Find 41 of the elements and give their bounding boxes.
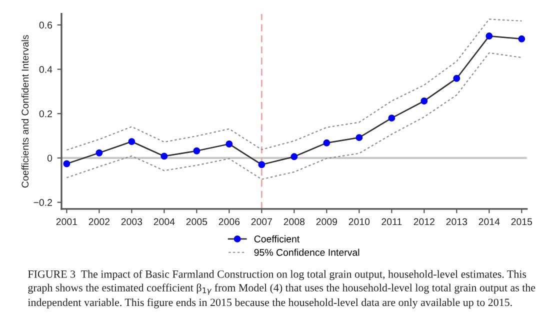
x-tick-label: 2007: [251, 218, 272, 226]
point: [323, 139, 330, 146]
x-tick-label: 2005: [186, 218, 208, 226]
x-tick-label: 2010: [348, 218, 370, 226]
point: [388, 114, 396, 122]
point: [290, 153, 298, 160]
x-tick-label: 2013: [446, 218, 468, 226]
point: [226, 140, 233, 148]
x-tick-label: 2015: [511, 218, 532, 226]
point: [356, 134, 363, 142]
caption: FIGURE 3 The impact of Basic Farmland Construction on log total grain output, household-level estimates. This graph shows the estimated coefficient β$_{1γ}$ from Model (4) that uses the household-level log total grain output as the independent variable. This figure ends in 2015 because the household-level data are only available up to 2015.: [28, 270, 536, 308]
point: [193, 147, 200, 154]
x-tick-label: 2014: [478, 218, 500, 226]
y-tick-label: 0.4: [39, 66, 52, 73]
y-tick-label: −0.2: [34, 199, 52, 206]
point: [258, 161, 266, 168]
point: [486, 32, 493, 40]
x-tick-label: 2008: [284, 218, 305, 226]
y-axis-title: Coefficients and Confident Intervals: [21, 35, 29, 188]
x-tick-label: 2006: [218, 218, 240, 226]
line-series: [66, 52, 522, 180]
point: [420, 98, 428, 104]
y-tick-label: 0.6: [39, 22, 52, 29]
x-tick-label: 2003: [121, 218, 142, 226]
point: [453, 74, 460, 82]
x-tick-label: 2004: [154, 218, 175, 226]
legend-label: Coefficient: [254, 235, 300, 242]
x-tick-label: 2002: [88, 218, 110, 226]
x-tick-label: 2011: [382, 218, 402, 226]
point: [518, 35, 526, 42]
line-series: [66, 18, 522, 151]
y-tick-label: 0: [47, 154, 52, 162]
x-tick-label: 2001: [56, 218, 78, 226]
y-tick-label: 0.2: [39, 110, 52, 118]
point: [160, 152, 168, 160]
legend-label: 95% Confidence Interval: [254, 248, 360, 256]
point: [96, 149, 103, 156]
x-tick-label: 2012: [414, 218, 434, 226]
x-tick-label: 2009: [316, 218, 338, 226]
point: [63, 160, 70, 168]
point: [128, 138, 136, 146]
